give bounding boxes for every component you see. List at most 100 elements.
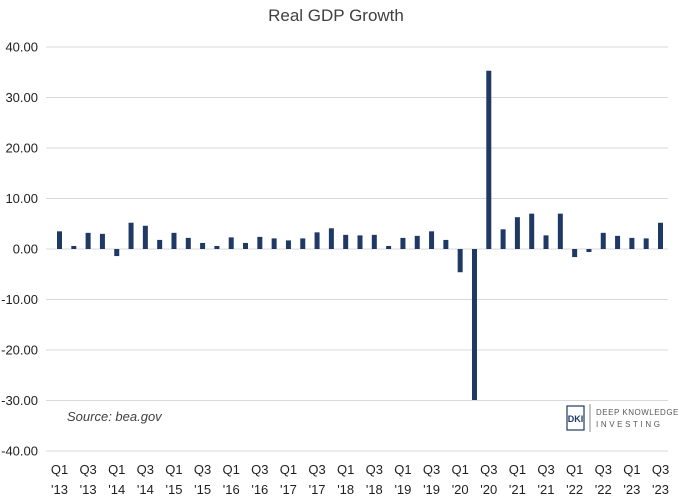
y-tick-label: -30.00	[1, 393, 38, 408]
y-tick-label: -10.00	[1, 292, 38, 307]
y-tick-label: 0.00	[13, 242, 38, 257]
x-tick-label-quarter: Q3	[595, 462, 612, 477]
x-tick-label-year: '22	[566, 482, 583, 497]
x-tick-label-year: '22	[595, 482, 612, 497]
y-tick-label: 40.00	[5, 40, 38, 55]
x-tick-label-quarter: Q1	[623, 462, 640, 477]
logo-text-line2: INVESTING	[596, 420, 663, 429]
bar	[314, 232, 320, 249]
x-tick-label-quarter: Q3	[537, 462, 554, 477]
bar	[658, 222, 663, 249]
x-tick-label-year: '17	[280, 482, 297, 497]
x-tick-label-quarter: Q1	[51, 462, 68, 477]
bar	[85, 232, 91, 249]
bars	[57, 70, 663, 400]
x-tick-label-quarter: Q3	[423, 462, 440, 477]
bar	[257, 236, 263, 249]
x-tick-label-quarter: Q3	[194, 462, 211, 477]
bar	[600, 232, 606, 249]
source-annotation: Source: bea.gov	[67, 409, 163, 424]
x-tick-label-quarter: Q1	[165, 462, 182, 477]
bar	[171, 232, 177, 249]
bar	[471, 249, 477, 400]
bar	[285, 240, 291, 249]
x-tick-label-quarter: Q3	[79, 462, 96, 477]
y-tick-label: 10.00	[5, 191, 38, 206]
bar	[185, 237, 191, 249]
y-axis-tick-labels: 40.00 30.00 20.00 10.00 0.00 -10.00 -20.00 -30.…	[1, 40, 38, 459]
x-tick-label-year: '16	[251, 482, 268, 497]
x-tick-label-year: '14	[137, 482, 154, 497]
bar	[643, 238, 649, 249]
bar	[328, 228, 334, 249]
bar	[514, 217, 520, 249]
bar	[557, 213, 563, 249]
x-tick-label-year: '21	[509, 482, 526, 497]
bar	[214, 245, 220, 249]
bar	[486, 70, 492, 250]
bar	[371, 234, 377, 249]
bar	[457, 249, 463, 273]
bar	[529, 213, 535, 249]
x-tick-label-year: '19	[394, 482, 411, 497]
logo-mark: DKI	[568, 414, 584, 424]
logo-frame	[566, 405, 585, 431]
x-tick-label-quarter: Q1	[337, 462, 354, 477]
x-tick-label-year: '23	[623, 482, 640, 497]
gridlines	[46, 46, 668, 452]
bar	[114, 249, 120, 257]
x-tick-label-year: '19	[423, 482, 440, 497]
bar	[386, 245, 392, 249]
bar	[99, 233, 105, 249]
x-tick-label-year: '13	[51, 482, 68, 497]
x-tick-label-quarter: Q1	[451, 462, 468, 477]
logo-text-line1: DEEP KNOWLEDGE	[596, 408, 679, 417]
bar	[142, 225, 148, 249]
x-tick-label-quarter: Q1	[108, 462, 125, 477]
bar	[543, 235, 549, 249]
x-tick-label-quarter: Q3	[652, 462, 669, 477]
x-tick-label-quarter: Q3	[308, 462, 325, 477]
x-tick-label-year: '13	[80, 482, 97, 497]
bar	[586, 249, 592, 253]
x-tick-label-year: '15	[194, 482, 211, 497]
x-tick-label-quarter: Q3	[366, 462, 383, 477]
x-tick-label-year: '20	[452, 482, 469, 497]
x-tick-label-quarter: Q3	[137, 462, 154, 477]
x-tick-label-year: '23	[652, 482, 669, 497]
bar	[200, 242, 206, 249]
x-tick-label-year: '21	[538, 482, 555, 497]
x-tick-label-quarter: Q1	[566, 462, 583, 477]
x-tick-label-year: '18	[366, 482, 383, 497]
x-tick-label-year: '18	[337, 482, 354, 497]
bar	[572, 249, 578, 258]
dki-logo: DKI DEEP KNOWLEDGE INVESTING	[566, 404, 679, 432]
bar	[300, 238, 306, 249]
bar	[157, 239, 163, 249]
x-tick-label-year: '20	[480, 482, 497, 497]
bar	[400, 237, 406, 249]
x-tick-label-quarter: Q1	[280, 462, 297, 477]
bar	[429, 231, 435, 249]
x-axis-tick-labels: Q1 '13 Q3 '13 Q1 '14 Q3 '14 Q1 '15 Q3 '15 Q1 '16 Q3 '16…	[51, 462, 669, 497]
bar	[57, 231, 62, 249]
y-tick-label: 30.00	[5, 90, 38, 105]
bar	[128, 222, 134, 249]
bar	[615, 235, 621, 249]
bar	[414, 235, 420, 249]
bar	[443, 239, 449, 249]
bar	[228, 237, 234, 249]
bar	[357, 235, 363, 249]
y-tick-label: 20.00	[5, 141, 38, 156]
x-tick-label-quarter: Q1	[394, 462, 411, 477]
x-tick-label-quarter: Q3	[480, 462, 497, 477]
x-tick-label-year: '16	[223, 482, 240, 497]
x-tick-label-year: '15	[165, 482, 182, 497]
x-tick-label-year: '17	[309, 482, 326, 497]
bar	[243, 242, 249, 249]
y-tick-label: -40.00	[1, 444, 38, 459]
y-tick-label: -20.00	[1, 343, 38, 358]
bar	[71, 245, 77, 249]
